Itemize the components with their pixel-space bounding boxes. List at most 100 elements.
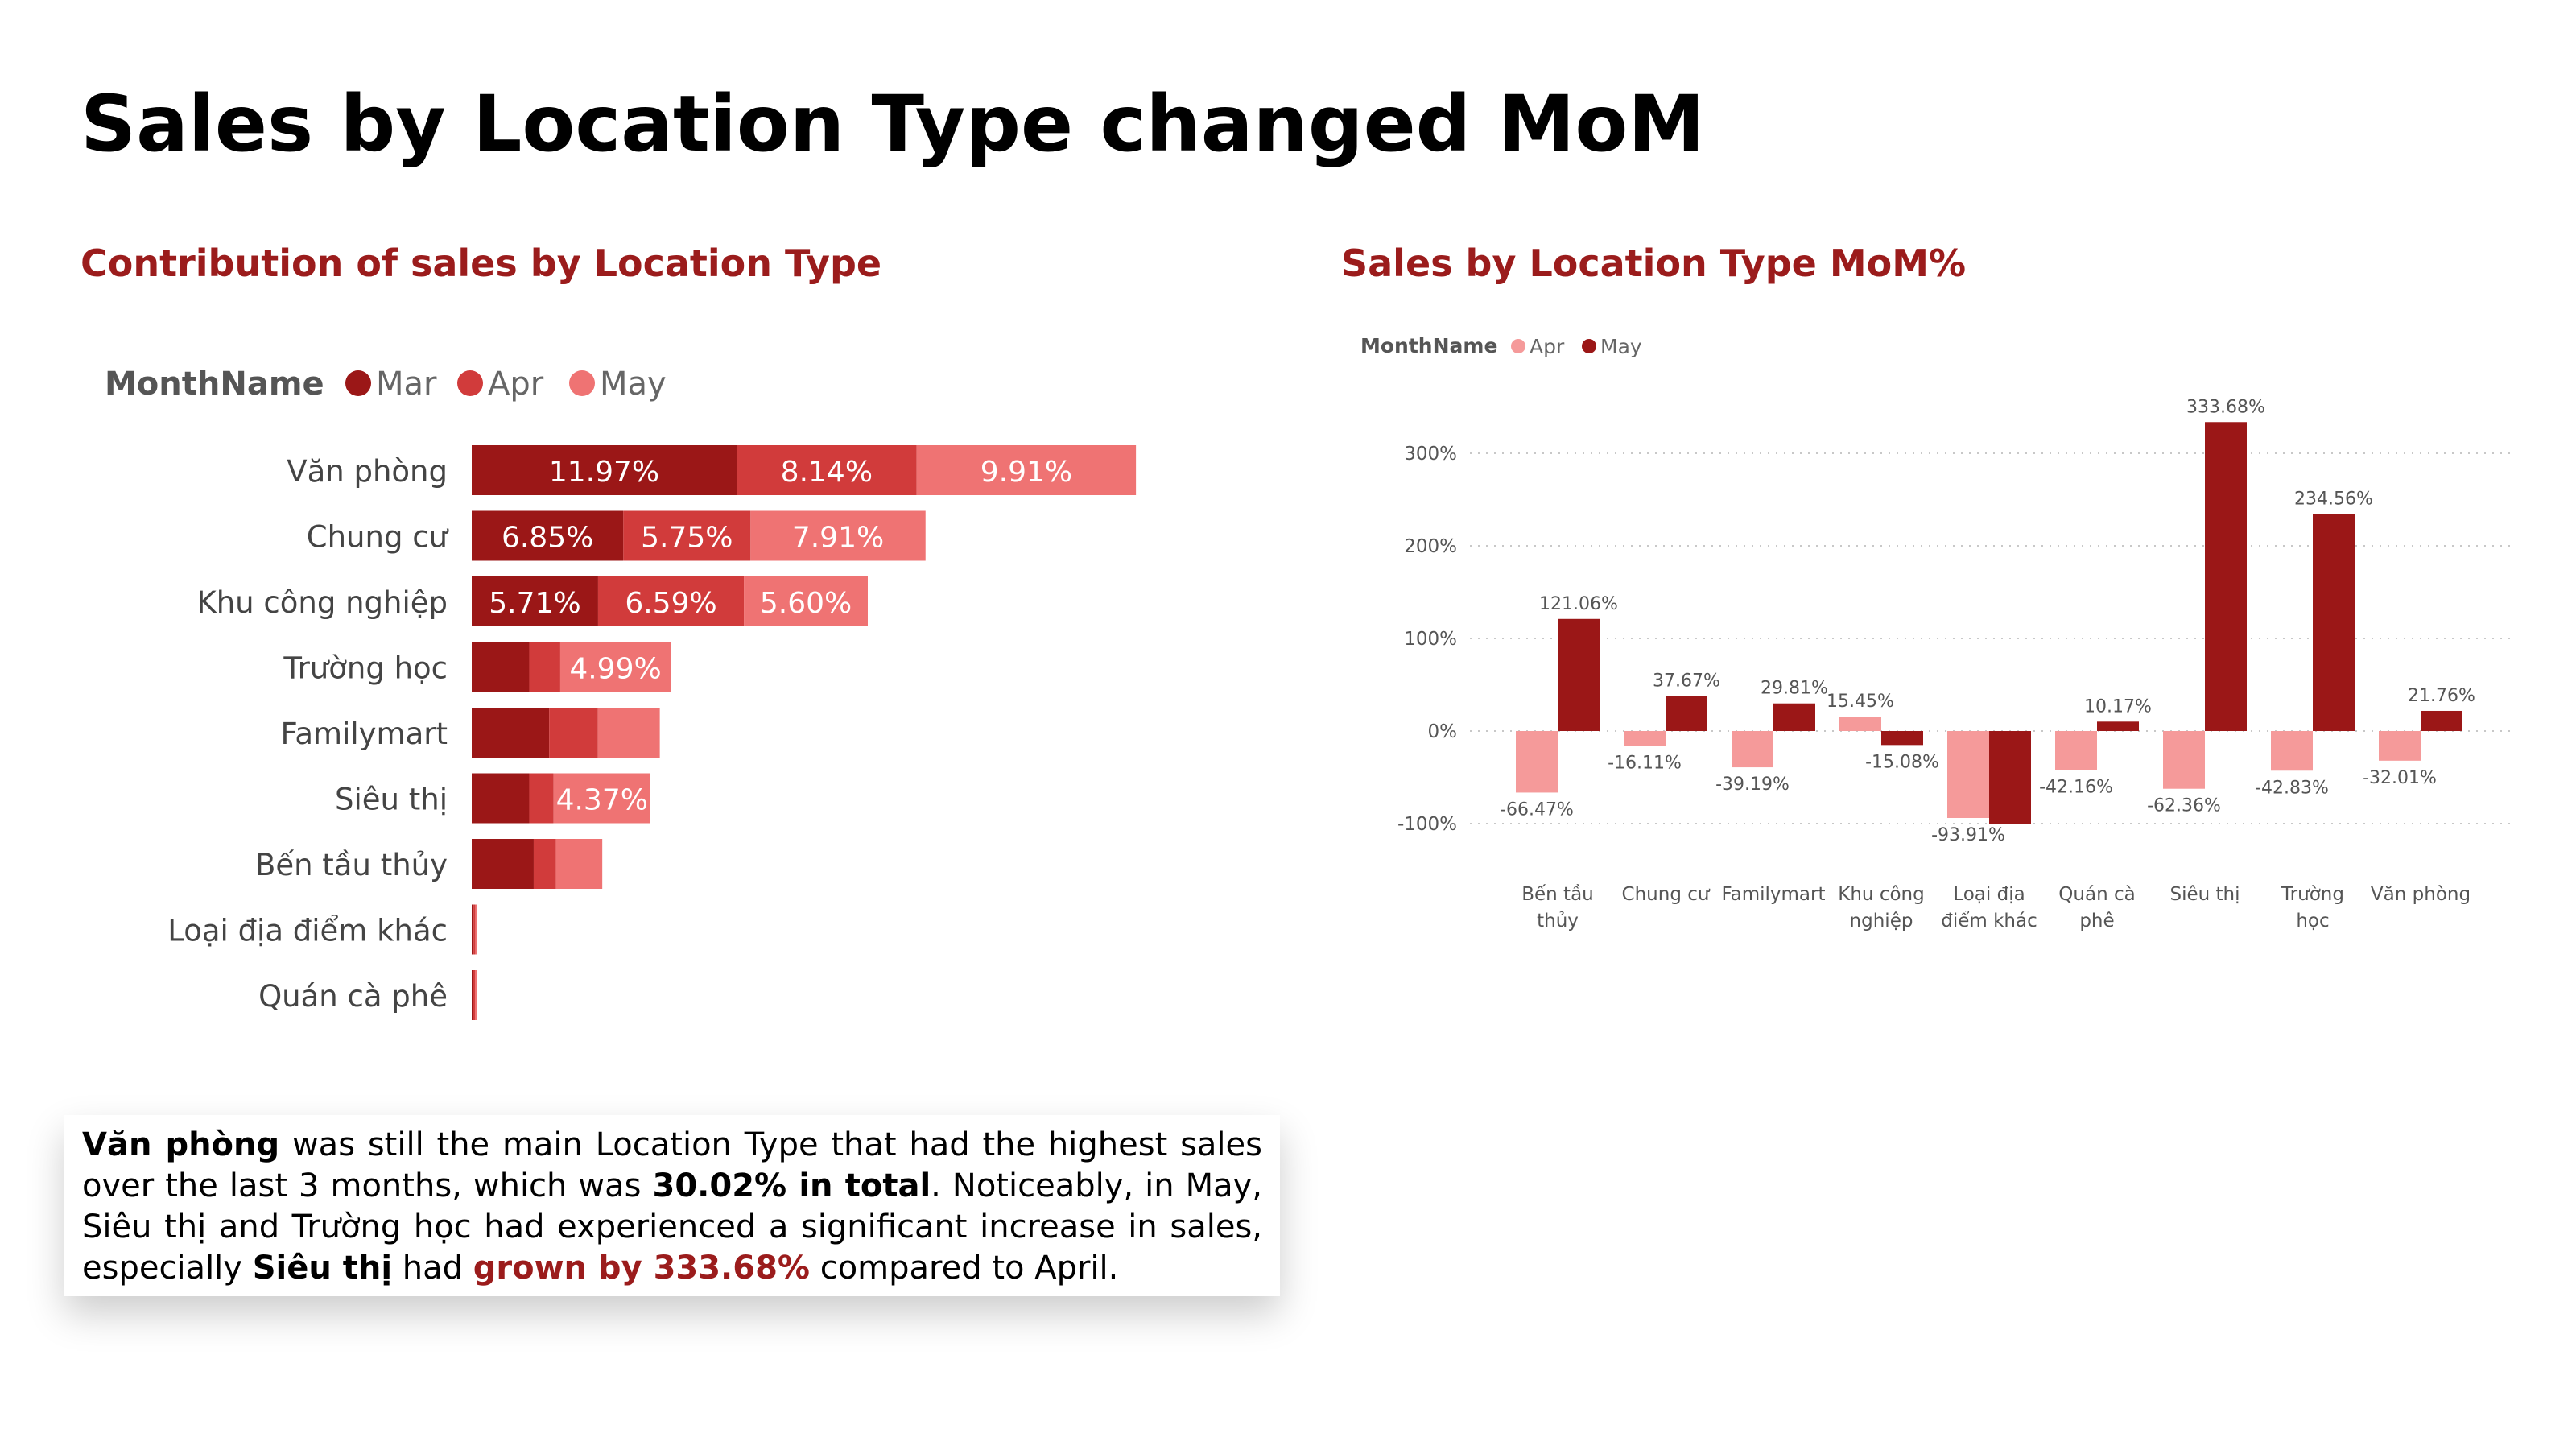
bar-ben-tau-thuy-may	[555, 839, 603, 889]
summary-bold-location: Văn phòng	[82, 1126, 280, 1163]
bar-van-phong-may	[2421, 710, 2462, 731]
legend-marker-may	[569, 370, 595, 396]
bar-truong-hoc-apr	[529, 642, 560, 692]
bar-label-van-phong-mar: 11.97%	[549, 456, 659, 489]
bar-van-phong-mar	[472, 445, 737, 495]
legend-label-mar: Mar	[376, 366, 437, 403]
bar-familymart-may	[1773, 703, 1815, 731]
bar-chung-cu-apr	[1624, 731, 1666, 746]
bar-truong-hoc-mar	[472, 642, 530, 692]
bar-label-van-phong-may: 21.76%	[2408, 686, 2475, 706]
bar-label-khu-cong-nghiep-apr: 15.45%	[1827, 692, 1894, 712]
bar-label-sieu-thi-apr: -62.36%	[2147, 796, 2221, 816]
bar-quan-ca-phe-apr	[473, 970, 475, 1020]
bar-label-chung-cu-mar: 6.85%	[502, 522, 593, 555]
y-tick-label: 100%	[1404, 629, 1457, 650]
bar-ben-tau-thuy-apr	[1516, 731, 1558, 793]
bar-truong-hoc-apr	[2271, 731, 2313, 771]
bar-familymart-may	[597, 708, 660, 758]
bar-quan-ca-phe-mar	[472, 970, 473, 1020]
category-label-loai-dia-diem-khac: Loại địa điểm khác	[167, 914, 448, 948]
mom-bar-chart: MonthName Apr May 300% 200% 100% 0% -100% -66.47…	[1360, 334, 2516, 932]
category-label-quan-ca-phe: phê	[2079, 911, 2114, 932]
bar-label-familymart-may: 29.81%	[1761, 679, 1828, 699]
bar-truong-hoc-may	[2313, 514, 2355, 731]
bar-label-chung-cu-apr: -16.11%	[1608, 754, 1682, 774]
bar-familymart-mar	[472, 708, 550, 758]
category-label-truong-hoc: Trường học	[283, 651, 448, 686]
summary-bold-sieu-thi: Siêu thị	[252, 1250, 393, 1287]
bar-ben-tau-thuy-mar	[472, 839, 534, 889]
category-label-chung-cu: Chung cư	[1622, 884, 1711, 905]
category-label-chung-cu: Chung cư	[307, 520, 450, 555]
y-tick-label: 200%	[1404, 536, 1457, 557]
bar-label-khu-cong-nghiep-apr: 6.59%	[625, 587, 716, 620]
legend-title: MonthName	[105, 366, 324, 403]
summary-bold-total: 30.02% in total	[652, 1167, 931, 1204]
bar-label-sieu-thi-may: 4.37%	[556, 784, 648, 817]
bar-label-loai-dia-diem-khac-apr: -93.91%	[1931, 825, 2005, 845]
y-tick-label: 300%	[1404, 444, 1457, 465]
category-label-sieu-thi: Siêu thị	[335, 783, 448, 817]
bar-van-phong-may	[916, 445, 1137, 495]
y-tick-label: -100%	[1397, 814, 1457, 835]
bar-label-sieu-thi-may: 333.68%	[2186, 397, 2265, 417]
category-label-loai-dia-diem-khac: Loại địa	[1953, 884, 2025, 905]
bar-khu-cong-nghiep-may	[1881, 731, 1923, 746]
contribution-bar-chart: MonthName Mar Apr May Văn phòng 11.97% 8.14% 9.…	[105, 366, 1137, 1020]
bar-label-truong-hoc-may: 4.99%	[569, 653, 661, 686]
page-title: Sales by Location Type changed MoM	[80, 79, 1705, 169]
category-label-van-phong: Văn phòng	[2371, 884, 2471, 905]
bar-loai-dia-diem-khac-apr	[473, 904, 476, 955]
bar-sieu-thi-apr	[529, 773, 554, 824]
bar-khu-cong-nghiep-may	[744, 576, 868, 626]
bar-label-quan-ca-phe-may: 10.17%	[2084, 696, 2152, 717]
bar-sieu-thi-mar	[472, 773, 530, 824]
mom-chart-title: Sales by Location Type MoM%	[1341, 242, 1967, 285]
summary-text: had	[392, 1250, 473, 1287]
bar-chung-cu-may	[750, 510, 926, 561]
category-label-familymart: Familymart	[1722, 884, 1826, 905]
category-label-truong-hoc: Trường	[2281, 884, 2344, 905]
legend-label-apr: Apr	[488, 366, 544, 403]
legend-title: MonthName	[1360, 334, 1497, 357]
bar-ben-tau-thuy-apr	[533, 839, 556, 889]
bar-loai-dia-diem-khac-apr	[1947, 731, 1989, 818]
category-label-khu-cong-nghiep: Khu công nghiệp	[196, 585, 448, 620]
bar-sieu-thi-apr	[2163, 731, 2205, 789]
bar-loai-dia-diem-khac-may	[475, 904, 477, 955]
bar-chung-cu-apr	[623, 510, 751, 561]
bar-quan-ca-phe-may	[2097, 721, 2139, 731]
legend-label-may: May	[600, 366, 667, 403]
bar-quan-ca-phe-apr	[2055, 731, 2097, 770]
bar-khu-cong-nghiep-apr	[597, 576, 745, 626]
bar-label-van-phong-may: 9.91%	[980, 456, 1072, 489]
bar-khu-cong-nghiep-mar	[472, 576, 598, 626]
category-label-ben-tau-thuy: thủy	[1537, 911, 1579, 932]
legend-marker-apr	[457, 370, 483, 396]
bar-label-chung-cu-apr: 5.75%	[641, 522, 733, 555]
bar-sieu-thi-may	[553, 773, 650, 824]
bar-label-ben-tau-thuy-apr: -66.47%	[1500, 799, 1574, 820]
category-label-loai-dia-diem-khac: điểm khác	[1941, 911, 2037, 932]
category-label-khu-cong-nghiep: Khu công	[1838, 884, 1924, 905]
bar-label-truong-hoc-may: 234.56%	[2294, 489, 2373, 509]
bar-label-khu-cong-nghiep-may: -15.08%	[1865, 752, 1939, 772]
bar-loai-dia-diem-khac-may	[1989, 731, 2031, 824]
legend-marker-may	[1582, 339, 1596, 353]
bar-label-khu-cong-nghiep-mar: 5.71%	[489, 587, 580, 620]
summary-text: was still the main Location Type that ha…	[82, 1126, 1262, 1204]
legend-marker-apr	[1511, 339, 1525, 353]
bar-van-phong-apr	[2379, 731, 2421, 761]
bar-label-truong-hoc-apr: -42.83%	[2255, 778, 2329, 798]
bar-label-familymart-apr: -39.19%	[1715, 775, 1790, 795]
bar-sieu-thi-may	[2205, 422, 2247, 731]
bar-truong-hoc-may	[559, 642, 671, 692]
category-label-familymart: Familymart	[281, 717, 448, 751]
summary-highlight-growth: grown by 333.68%	[473, 1250, 810, 1287]
bar-label-ben-tau-thuy-may: 121.06%	[1539, 594, 1618, 614]
category-label-khu-cong-nghiep: nghiệp	[1850, 911, 1913, 932]
y-tick-label: 0%	[1428, 721, 1458, 742]
bar-label-chung-cu-may: 7.91%	[792, 522, 884, 555]
bar-quan-ca-phe-may	[475, 970, 477, 1020]
